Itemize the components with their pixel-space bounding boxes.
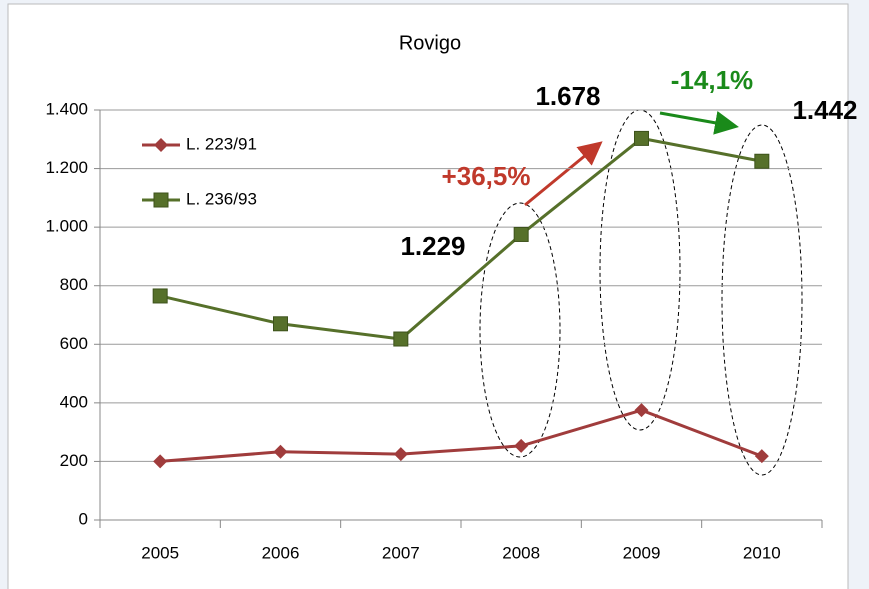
data-point <box>514 438 529 453</box>
annotation: 1.442 <box>792 95 857 125</box>
x-tick-label: 2006 <box>262 543 300 562</box>
data-point <box>754 153 770 169</box>
y-tick-label: 200 <box>60 451 88 470</box>
x-tick-label: 2010 <box>743 543 781 562</box>
y-tick-label: 400 <box>60 392 88 411</box>
y-tick-label: 1.400 <box>45 99 88 118</box>
legend-marker <box>154 138 168 152</box>
x-tick-label: 2008 <box>502 543 540 562</box>
legend-label: L. 236/93 <box>186 189 257 208</box>
series-line <box>159 136 763 341</box>
data-point <box>634 130 649 146</box>
chart-frame <box>7 3 849 589</box>
annotation: 1.678 <box>535 81 600 111</box>
annotation: 1.229 <box>400 231 465 261</box>
series-line <box>160 408 763 463</box>
decrease-arrow <box>659 111 739 135</box>
annotation: +36,5% <box>442 161 531 191</box>
data-point <box>513 226 529 242</box>
data-point <box>153 454 168 469</box>
data-point <box>152 288 168 304</box>
x-tick-label: 2005 <box>141 543 179 562</box>
y-tick-label: 1.200 <box>45 158 88 177</box>
x-tick-label: 2007 <box>382 543 420 562</box>
chart-title: Rovigo <box>399 32 461 54</box>
data-point <box>634 403 649 418</box>
data-point <box>393 331 409 347</box>
y-tick-label: 800 <box>60 275 88 294</box>
data-point <box>754 449 769 464</box>
data-point <box>273 316 288 332</box>
y-tick-label: 0 <box>79 509 88 528</box>
data-point <box>393 447 408 462</box>
legend-marker <box>153 192 169 208</box>
y-tick-label: 600 <box>60 334 88 353</box>
y-tick-label: 1.000 <box>45 217 88 236</box>
x-tick-label: 2009 <box>623 543 661 562</box>
data-point <box>273 444 288 459</box>
legend-label: L. 223/91 <box>186 134 257 153</box>
annotation: -14,1% <box>671 65 753 95</box>
increase-arrow <box>524 141 603 207</box>
